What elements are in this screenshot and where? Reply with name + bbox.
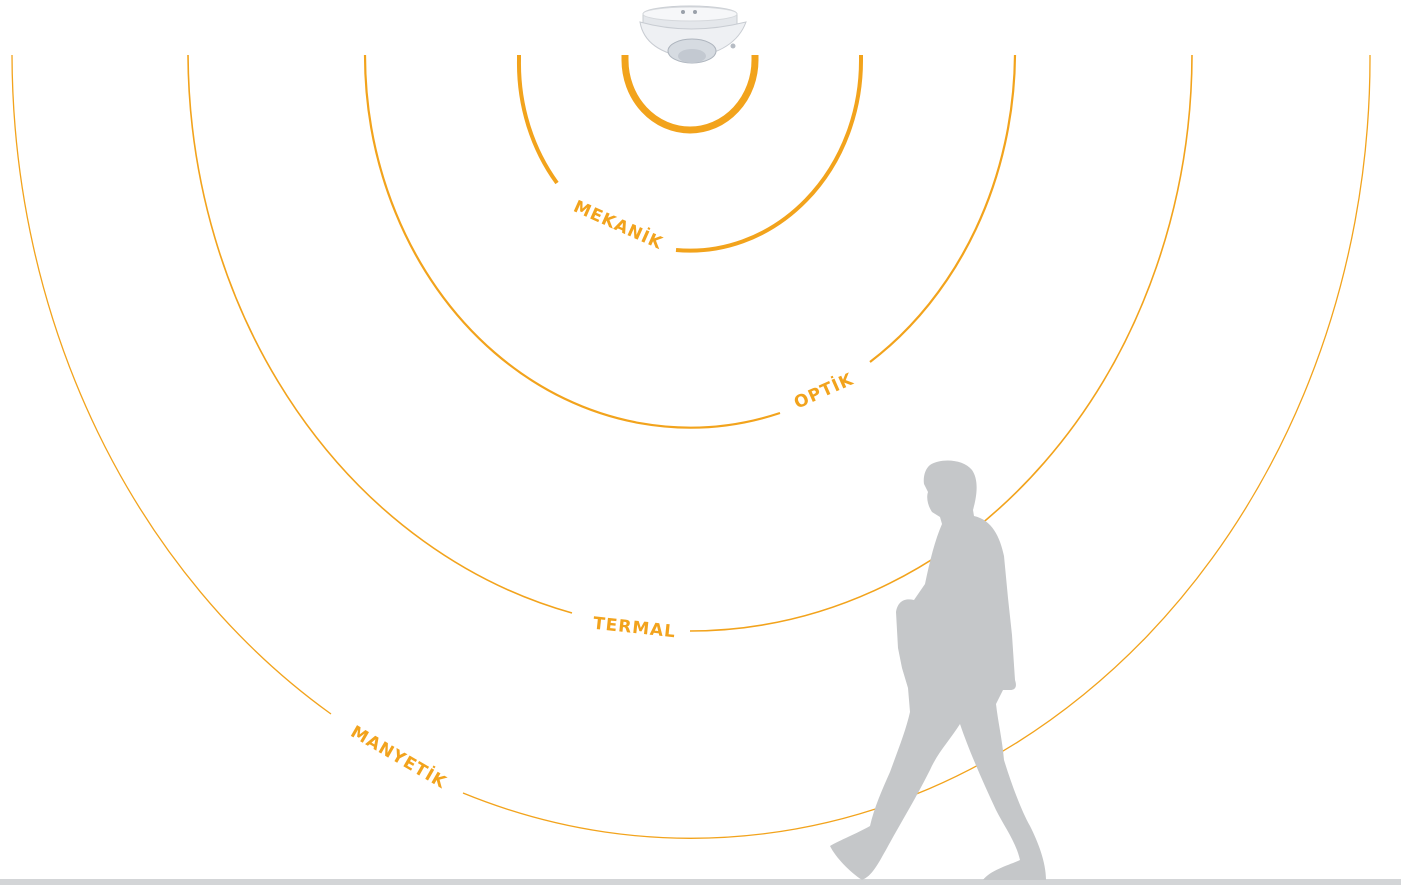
label-mekanik: MEKANİK [570, 195, 666, 254]
arc-manyetik [11, 54, 332, 715]
label-termal: TERMAL [592, 614, 677, 643]
label-manyetik: MANYETİK [347, 720, 451, 793]
ceiling-motion-sensor-icon [639, 5, 747, 64]
label-optik: OPTİK [790, 368, 857, 414]
arc-mekanik [675, 55, 864, 253]
innermost-arc [621, 55, 759, 134]
arc-mekanik [516, 55, 559, 185]
floor-line [0, 879, 1401, 885]
arc-termal [187, 54, 573, 614]
arc-optik [869, 54, 1017, 363]
arc-optik [363, 54, 781, 429]
arc-manyetik [462, 54, 1371, 839]
walking-person-silhouette-icon [830, 460, 1046, 880]
arc-termal [689, 54, 1193, 632]
